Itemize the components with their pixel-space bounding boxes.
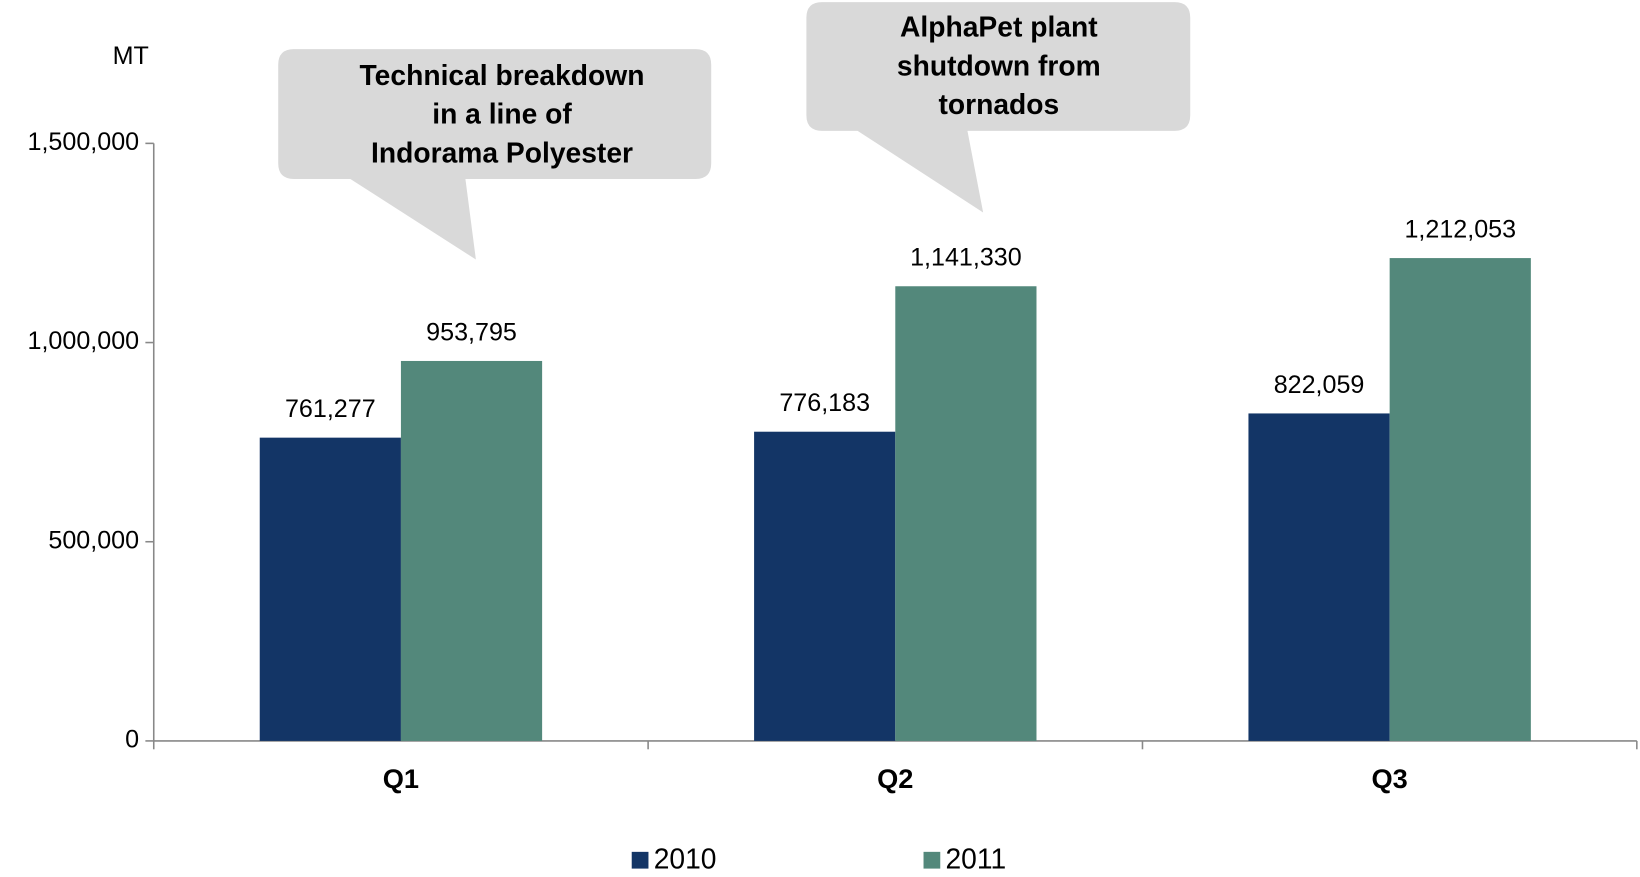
y-tick-label: 1,500,000: [27, 128, 139, 156]
bar: [259, 437, 401, 741]
annotation: Indorama Polyester: [371, 136, 633, 168]
callout-bubble: [806, 2, 1191, 213]
x-tick-label: Q3: [1372, 763, 1408, 794]
data-label: 776,183: [779, 389, 870, 417]
x-tick-label: Q1: [383, 763, 419, 794]
data-label: 761,277: [285, 395, 376, 423]
legend-swatch: [923, 851, 941, 869]
annotation: AlphaPet plant: [900, 11, 1098, 43]
data-label: 822,059: [1274, 371, 1365, 399]
callout-bubble: [278, 49, 712, 260]
annotation: shutdown from: [897, 49, 1101, 81]
legend-swatch: [631, 851, 649, 869]
data-label: 953,795: [426, 318, 517, 346]
legend-label: 2011: [945, 843, 1006, 875]
y-tick-label: 1,000,000: [27, 327, 139, 355]
bar: [1248, 413, 1390, 741]
annotation: in a line of: [432, 98, 572, 130]
bar: [895, 286, 1037, 741]
bar: [400, 360, 543, 741]
legend-label: 2010: [654, 843, 717, 875]
y-tick-label: 0: [125, 726, 139, 754]
chart-body: MT 0 500,000 1,000,000 1,500,000 Q1 761,277 95…: [27, 2, 1638, 875]
annotation: tornados: [938, 88, 1059, 120]
x-tick-label: Q2: [877, 763, 913, 794]
data-label: 1,141,330: [910, 244, 1022, 272]
y-tick-label: 500,000: [48, 526, 139, 554]
bar: [1389, 258, 1531, 741]
y-axis-label: MT: [113, 42, 149, 70]
bar: [754, 431, 896, 741]
annotation: Technical breakdown: [360, 59, 645, 91]
data-label: 1,212,053: [1404, 215, 1516, 243]
